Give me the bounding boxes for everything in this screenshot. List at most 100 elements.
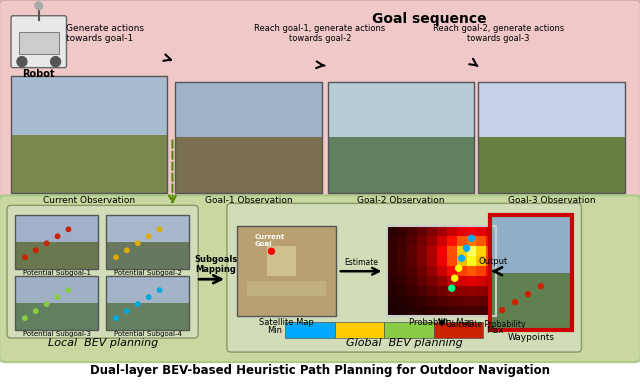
Bar: [385, 322, 434, 338]
Bar: [417, 236, 428, 246]
Bar: [457, 306, 467, 316]
Bar: [437, 276, 447, 286]
Bar: [476, 276, 487, 286]
Text: Output: Output: [479, 257, 508, 266]
Bar: [106, 276, 189, 303]
Text: Waypoints: Waypoints: [508, 333, 554, 342]
Circle shape: [525, 292, 531, 297]
Text: Potential Subgoal-1: Potential Subgoal-1: [22, 270, 91, 276]
Bar: [486, 306, 497, 316]
Bar: [397, 226, 408, 236]
Bar: [486, 236, 497, 246]
FancyBboxPatch shape: [11, 16, 67, 68]
Circle shape: [56, 295, 60, 300]
Text: Reach goal-1, generate actions
towards goal-2: Reach goal-1, generate actions towards g…: [254, 24, 386, 43]
Circle shape: [468, 235, 474, 241]
Circle shape: [34, 248, 38, 252]
Bar: [447, 276, 457, 286]
Bar: [15, 242, 98, 269]
Bar: [15, 303, 98, 330]
Bar: [15, 215, 98, 269]
Circle shape: [51, 57, 61, 67]
Bar: [397, 276, 408, 286]
Bar: [457, 276, 467, 286]
Bar: [328, 82, 474, 194]
Text: Dual-layer BEV-based Heuristic Path Planning for Outdoor Navigation: Dual-layer BEV-based Heuristic Path Plan…: [90, 364, 550, 377]
Bar: [486, 286, 497, 296]
Bar: [427, 276, 437, 286]
Circle shape: [269, 248, 275, 254]
Bar: [237, 226, 336, 316]
Bar: [427, 296, 437, 306]
Bar: [476, 236, 487, 246]
Bar: [457, 296, 467, 306]
Bar: [479, 82, 625, 194]
Bar: [397, 266, 408, 276]
Bar: [447, 246, 457, 256]
Bar: [328, 82, 474, 137]
Bar: [437, 236, 447, 246]
Bar: [467, 306, 477, 316]
Bar: [447, 226, 457, 236]
Text: Local  BEV planning: Local BEV planning: [47, 338, 157, 348]
Text: Probability Map: Probability Map: [409, 318, 474, 327]
Bar: [447, 306, 457, 316]
Bar: [407, 286, 417, 296]
Bar: [15, 276, 98, 303]
Circle shape: [538, 284, 543, 289]
Bar: [407, 276, 417, 286]
Bar: [387, 226, 397, 236]
Bar: [427, 286, 437, 296]
Bar: [437, 296, 447, 306]
Bar: [11, 76, 168, 134]
Bar: [417, 256, 428, 266]
Bar: [447, 296, 457, 306]
Text: Subgoals
Mapping: Subgoals Mapping: [195, 255, 237, 274]
Bar: [486, 276, 497, 286]
Bar: [407, 296, 417, 306]
Bar: [447, 266, 457, 276]
Text: Max: Max: [486, 326, 504, 334]
Bar: [486, 256, 497, 266]
Text: Reach goal-2, generate actions
towards goal-3: Reach goal-2, generate actions towards g…: [433, 24, 564, 43]
Bar: [476, 286, 487, 296]
Bar: [457, 236, 467, 246]
Bar: [476, 256, 487, 266]
Bar: [19, 32, 58, 54]
Bar: [490, 273, 572, 330]
Bar: [285, 322, 335, 338]
Bar: [467, 246, 477, 256]
Circle shape: [22, 255, 27, 260]
Bar: [486, 266, 497, 276]
Text: Potential Subgoal-3: Potential Subgoal-3: [22, 331, 91, 337]
Circle shape: [17, 57, 27, 67]
Bar: [437, 266, 447, 276]
Text: Potential Subgoal-4: Potential Subgoal-4: [114, 331, 182, 337]
Bar: [387, 246, 397, 256]
Bar: [397, 246, 408, 256]
Bar: [437, 226, 447, 236]
Bar: [417, 266, 428, 276]
Circle shape: [45, 302, 49, 306]
Bar: [106, 215, 189, 242]
Circle shape: [56, 234, 60, 238]
Bar: [175, 137, 322, 194]
Bar: [427, 246, 437, 256]
Bar: [457, 256, 467, 266]
Bar: [486, 246, 497, 256]
Bar: [237, 226, 336, 316]
Bar: [457, 246, 467, 256]
Bar: [457, 266, 467, 276]
Bar: [417, 226, 428, 236]
Text: Goal sequence: Goal sequence: [372, 12, 486, 26]
Bar: [15, 215, 98, 242]
Circle shape: [463, 245, 470, 251]
Bar: [490, 215, 572, 330]
Bar: [246, 281, 326, 296]
Bar: [387, 236, 397, 246]
Circle shape: [125, 309, 129, 313]
Bar: [387, 306, 397, 316]
FancyBboxPatch shape: [7, 205, 198, 338]
Bar: [467, 276, 477, 286]
Text: Calculate Probability: Calculate Probability: [446, 319, 525, 329]
